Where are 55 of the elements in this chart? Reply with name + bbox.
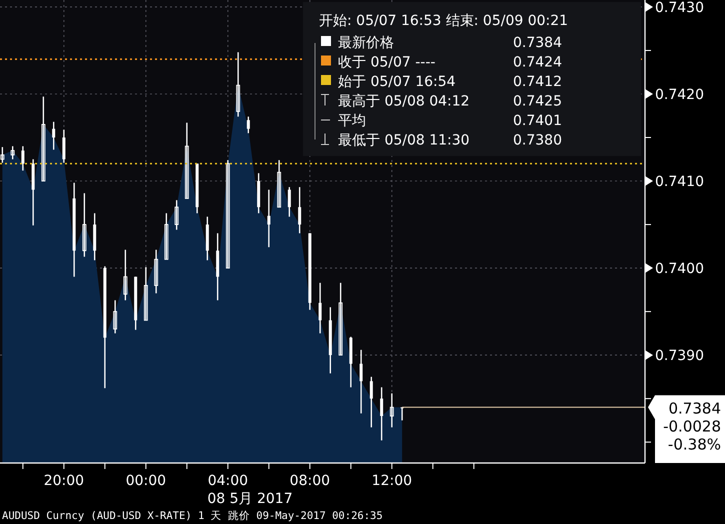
annotation: 0.7425 — [513, 94, 562, 110]
annotation: 0.7412 — [513, 74, 562, 90]
candlestick — [360, 349, 363, 414]
candlestick — [62, 129, 66, 164]
text: -0.38% — [668, 435, 721, 454]
candlestick — [82, 192, 86, 258]
ref-line-label: 0.7384 — [668, 399, 721, 418]
annotation: 0.7384 — [513, 35, 562, 51]
candlestick — [226, 159, 230, 269]
candlestick — [174, 200, 179, 230]
candlestick — [41, 96, 46, 182]
candlestick — [164, 212, 168, 260]
candlestick — [52, 121, 56, 150]
candlestick — [0, 146, 4, 164]
annotation: 0.7424 — [513, 54, 562, 70]
y-tick-label: 0.7430 — [655, 0, 704, 16]
legend-label: 最新价格 — [338, 35, 394, 51]
candlestick — [267, 189, 270, 248]
x-tick-label: 12:00 — [372, 473, 412, 489]
y-tick-label: 0.7410 — [655, 174, 704, 190]
candlestick — [113, 300, 118, 334]
x-tick-label: 00:00 — [126, 473, 166, 489]
x-tick-label: 20:00 — [44, 473, 84, 489]
candlestick — [154, 249, 158, 294]
candlestick — [246, 116, 250, 134]
x-tick-label: 04:00 — [208, 473, 248, 489]
candlestick — [184, 122, 189, 200]
candlestick — [144, 266, 148, 321]
annotation: 开始: 05/07 16:53 结束: 05/09 00:21 — [319, 13, 568, 29]
x-tick-label: 08:00 — [290, 473, 330, 489]
y-tick-label: 0.7420 — [655, 86, 704, 103]
candlestick — [288, 186, 291, 218]
annotation: 最高于 05/08 04:12 — [338, 94, 470, 110]
candlestick — [318, 282, 322, 334]
annotation: 平均 — [338, 113, 366, 129]
text: AUDUSD Curncy (AUD-USD X-RATE) 1 天 跳价 09-May-2017 00:26:35 — [2, 510, 383, 522]
annotation: 收于 05/07 ---- — [338, 54, 436, 70]
x-axis-title: 08 5月 2017 — [207, 491, 293, 507]
candlestick — [298, 186, 302, 234]
candlestick — [380, 386, 384, 442]
candlestick — [277, 159, 282, 208]
annotation: 最低于 05/08 11:30 — [338, 132, 470, 148]
text: -0.0028 — [663, 417, 721, 436]
candlestick — [370, 376, 373, 428]
annotation: 0.7380 — [513, 132, 562, 148]
y-tick-label: 0.7400 — [655, 261, 704, 278]
candlestick — [21, 146, 24, 172]
annotation: 始于 05/07 16:54 — [338, 74, 456, 90]
candlestick — [390, 392, 394, 428]
y-tick-label: 0.7390 — [655, 348, 704, 364]
candlestick — [236, 52, 240, 118]
candlestick — [338, 282, 343, 356]
candlestick — [123, 249, 128, 301]
candlestick — [10, 146, 15, 160]
annotation: 0.7401 — [513, 113, 562, 129]
